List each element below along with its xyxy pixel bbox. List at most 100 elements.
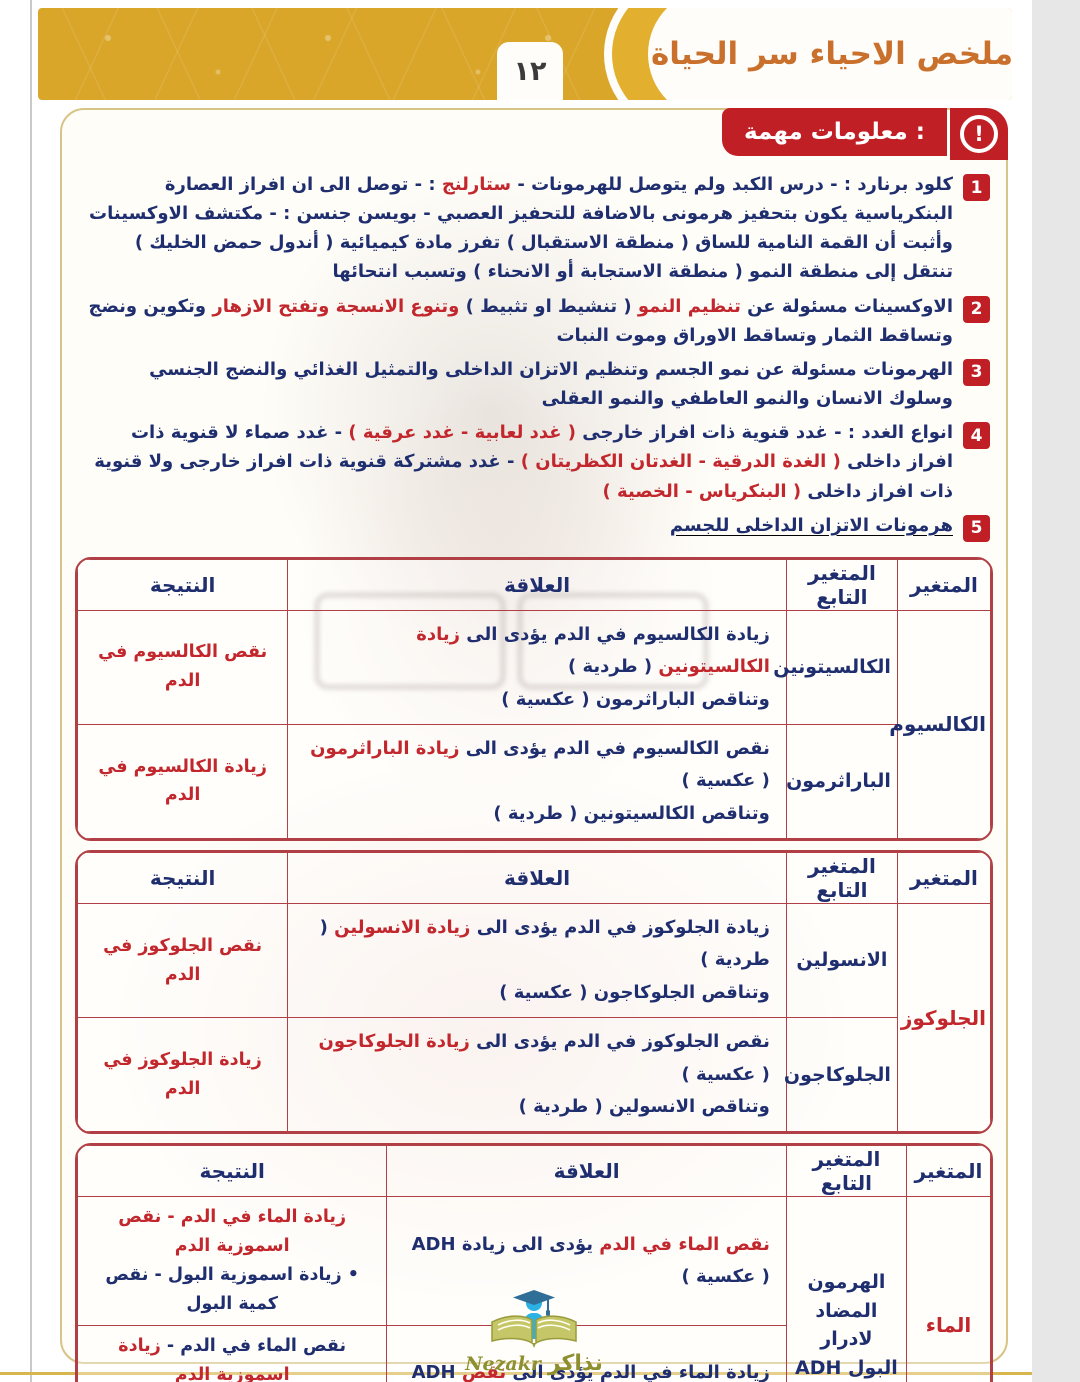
- text-segment: ستارلنج: [441, 174, 512, 195]
- text-segment: زيادة الانسولين: [334, 917, 471, 939]
- note-number-badge: 2: [963, 295, 990, 323]
- table-row: زيادة الماء في الدم يؤدى الى نقص ADH ( ع…: [77, 1324, 991, 1382]
- text-segment: وتنوع الانسجة وتفتح الازهار: [206, 295, 460, 317]
- title-plate: [713, 8, 1012, 100]
- cell-line: زيادة الكالسيوم في الدم يؤدى الى زيادة ا…: [304, 619, 770, 684]
- relation-cell: نقص الكالسيوم في الدم يؤدى الى زيادة الب…: [287, 723, 787, 840]
- text-segment: نقص الكالسيوم في الدم: [98, 642, 268, 692]
- text-segment: الهرمونات مسئولة عن نمو الجسم وتنظيم الا…: [149, 358, 953, 410]
- note-text: انواع الغدد : - غدد قنوية ذات افراز خارج…: [82, 418, 953, 505]
- note-text: كلود برنارد : - درس الكبد ولم يتوصل للهر…: [82, 170, 953, 287]
- text-segment: نقص الماء في الدم: [593, 1233, 770, 1255]
- relation-cell: زيادة الجلوكوز في الدم يؤدى الى زيادة ال…: [287, 903, 787, 1019]
- hormone-table: المتغير المتغير التابع العلاقة النتيجة الجلو…: [75, 850, 993, 1135]
- cell-line: زيادة الجلوكوز في الدم يؤدى الى زيادة ال…: [304, 912, 770, 977]
- table-row: الكالسيوم الكالسيتونين زيادة الكالسيوم في …: [77, 609, 991, 840]
- header-result: النتيجة: [77, 558, 289, 611]
- text-segment: نقص: [461, 1362, 507, 1382]
- text-segment: نقص الجلوكوز في الدم يؤدى الى: [469, 1031, 770, 1053]
- result-cell: نقص الجلوكوز في الدم: [77, 903, 289, 1019]
- table-row: الباراثرمون نقص الكالسيوم في الدم يؤدى ال…: [77, 723, 991, 840]
- text-segment: ( عكسية ): [681, 1063, 770, 1085]
- text-segment: زيادة الماء في الدم يؤدى الى: [506, 1362, 770, 1382]
- note-item: 5 هرمونات الاتزان الداخلى للجسم: [82, 511, 990, 542]
- text-segment: - غدد مشتركة قنوية ذات افراز خارجى ولا ق…: [94, 451, 953, 502]
- table-row: الماء الهرمون المضاد لادرار البول ADH نقص …: [77, 1196, 991, 1382]
- text-segment: زيادة الكالسيوم في الدم يؤدى الى: [460, 623, 770, 645]
- logo-text: نذاكر Nezakr: [465, 1351, 603, 1376]
- text-segment: ( عكسية ): [681, 770, 770, 792]
- note-number-badge: 5: [963, 514, 990, 542]
- note-item: 3 الهرمونات مسئولة عن نمو الجسم وتنظيم ال…: [82, 355, 990, 413]
- hormone-table: المتغير المتغير التابع العلاقة النتيجة الماء…: [75, 1143, 993, 1382]
- result-cell: زيادة الجلوكوز في الدم: [77, 1017, 289, 1133]
- note-item: 2 الاوكسينات مسئولة عن تنظيم النمو ( تنشي…: [82, 292, 990, 350]
- text-segment: ( طردية ): [319, 917, 770, 971]
- relation-cell: زيادة الكالسيوم في الدم يؤدى الى زيادة ا…: [287, 609, 787, 725]
- dependent-variable-cell: الكالسيتونين: [773, 609, 898, 725]
- text-segment: وتكوين ونضج وتساقط الثمار وتساقط الاوراق…: [88, 295, 953, 346]
- note-text: الهرمونات مسئولة عن نمو الجسم وتنظيم الا…: [82, 355, 953, 413]
- content-sheet: معلومات مهمة : ! 1 كلود برنارد : - درس ال…: [60, 108, 1008, 1382]
- text-segment: زيادة اسموزية الدم: [118, 1335, 290, 1382]
- note-number-badge: 4: [963, 422, 990, 450]
- cell-line: نقص الماء في الدم يؤدى الى زيادة ADH ( ع…: [403, 1229, 770, 1294]
- cell-line: نقص الماء في الدم - زيادة اسموزية الدم: [86, 1332, 378, 1382]
- publisher-logo: نذاكر Nezakr: [62, 1289, 1006, 1376]
- text-segment: • زيادة اسموزية البول - نقص كمية البول: [105, 1265, 359, 1315]
- variable-cell: الكالسيوم: [889, 609, 991, 840]
- notes-list: 1 كلود برنارد : - درس الكبد ولم يتوصل لله…: [62, 110, 1006, 542]
- variable-cell: الماء: [905, 1196, 991, 1382]
- table-row: الجلوكوز الانسولين زيادة الجلوكوز في الدم …: [77, 903, 991, 1133]
- text-segment: ( البنكرياس - الخصية ): [602, 480, 802, 502]
- text-segment: نقص الكالسيوم في الدم يؤدى الى: [459, 737, 770, 759]
- text-segment: كلود برنارد : - درس الكبد ولم يتوصل للهر…: [511, 174, 953, 195]
- text-segment: الاوكسينات مسئولة عن: [740, 295, 953, 317]
- header-relation: العلاقة: [287, 558, 787, 611]
- variable-cell: الجلوكوز: [896, 903, 991, 1133]
- page-number-tab: ١٢: [497, 42, 563, 100]
- text-segment: زيادة الكالسيوم في الدم: [98, 756, 267, 806]
- logo-latin-name: Nezakr: [465, 1353, 541, 1375]
- text-segment: - غدد صماء لا قنوية ذات افراز داخلى: [130, 422, 953, 473]
- text-segment: ADH ( عكسية ): [411, 1362, 456, 1382]
- hormone-table: المتغير المتغير التابع العلاقة النتيجة الكال…: [75, 556, 993, 842]
- header-relation: العلاقة: [287, 852, 787, 905]
- header-dependent-variable: المتغير التابع: [785, 558, 898, 611]
- relation-cell: زيادة الماء في الدم يؤدى الى نقص ADH ( ع…: [386, 1324, 787, 1382]
- cell-line: زيادة الكالسيوم في الدم: [86, 753, 279, 811]
- header-result: النتيجة: [77, 1145, 388, 1198]
- cell-line: زيادة الجلوكوز في الدم: [86, 1046, 279, 1104]
- page-edge-line: [30, 0, 32, 1382]
- text-segment: وتناقص الكالسيتونين ( طردية ): [493, 802, 770, 824]
- text-segment: زيادة الكالسيتونين: [416, 623, 770, 678]
- result-cell: نقص الماء في الدم - زيادة اسموزية الدم• …: [77, 1324, 388, 1382]
- cell-line: نقص الجلوكوز في الدم: [86, 932, 279, 990]
- cell-line: وتناقص الجلوكاجون ( عكسية ): [304, 977, 770, 1009]
- relation-cell: نقص الماء في الدم يؤدى الى زيادة ADH ( ع…: [386, 1196, 787, 1326]
- header-dependent-variable: المتغير التابع: [785, 1145, 907, 1198]
- header-relation: العلاقة: [386, 1145, 787, 1198]
- text-segment: زيادة الباراثرمون: [310, 737, 460, 759]
- text-segment: يؤدى الى زيادة ADH ( عكسية ): [411, 1233, 770, 1288]
- note-number-badge: 1: [963, 174, 990, 201]
- text-segment: وتناقص الانسولين ( طردية ): [518, 1096, 770, 1118]
- text-segment: زيادة الجلوكاجون: [318, 1031, 470, 1053]
- note-text: هرمونات الاتزان الداخلى للجسم: [670, 511, 953, 540]
- text-segment: زيادة الجلوكوز في الدم: [103, 1049, 262, 1099]
- exclamation-glyph: !: [960, 115, 998, 153]
- result-cell: زيادة الماء في الدم - نقص اسموزية الدم • …: [77, 1196, 388, 1326]
- text-segment: هرمونات الاتزان الداخلى للجسم: [669, 514, 953, 536]
- cell-line: • زيادة اسموزية البول - نقص كمية البول: [86, 1261, 378, 1319]
- header-variable: المتغير: [896, 852, 991, 905]
- page-number: ١٢: [513, 55, 547, 87]
- tables-area: المتغير المتغير التابع العلاقة النتيجة الكال…: [62, 542, 1006, 1382]
- exclamation-icon: !: [950, 108, 1008, 160]
- note-item: 4 انواع الغدد : - غدد قنوية ذات افراز خار…: [82, 418, 990, 505]
- text-segment: انواع الغدد : - غدد قنوية ذات افراز خارج…: [576, 422, 953, 444]
- page-title-text: ملخص الاحياء سر الحياة: [650, 36, 1012, 72]
- page-title: ملخص الاحياء سر الحياة: [651, 8, 1012, 100]
- cell-line: وتناقص الانسولين ( طردية ): [304, 1091, 770, 1123]
- dependent-variable-cell: الهرمون المضاد لادرار البول ADH: [785, 1196, 907, 1382]
